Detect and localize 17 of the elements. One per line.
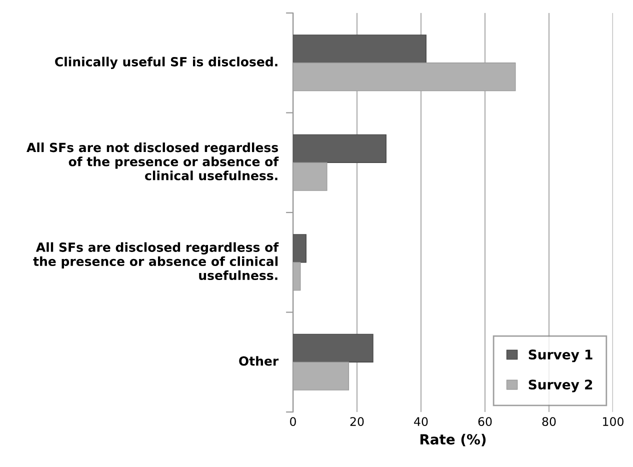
x-tick-label: 60 [478,417,492,426]
bar [293,334,374,362]
x-tick-label: 40 [414,417,428,426]
y-tick-label: All SFs are disclosed regardless of the presence or absence of clinical usefulness. [33,242,279,280]
x-tick-label: 20 [350,417,364,426]
y-tick-label: All SFs are not disclosed regardless of the presence or absence of clinical usefulness. [26,142,279,180]
bar [293,34,426,64]
y-tick-label: Other [239,356,279,366]
x-tick-label: 0 [290,417,296,426]
x-tick-label: 80 [542,417,556,426]
legend-label: Survey 1 [528,350,592,362]
bar [293,234,306,263]
y-tick-label: Clinically useful SF is disclosed. [55,56,278,69]
x-tick-label: 100 [603,417,624,426]
legend-label: Survey 2 [528,380,592,392]
bar [293,134,386,163]
x-axis-title: Rate (%) [420,434,486,446]
